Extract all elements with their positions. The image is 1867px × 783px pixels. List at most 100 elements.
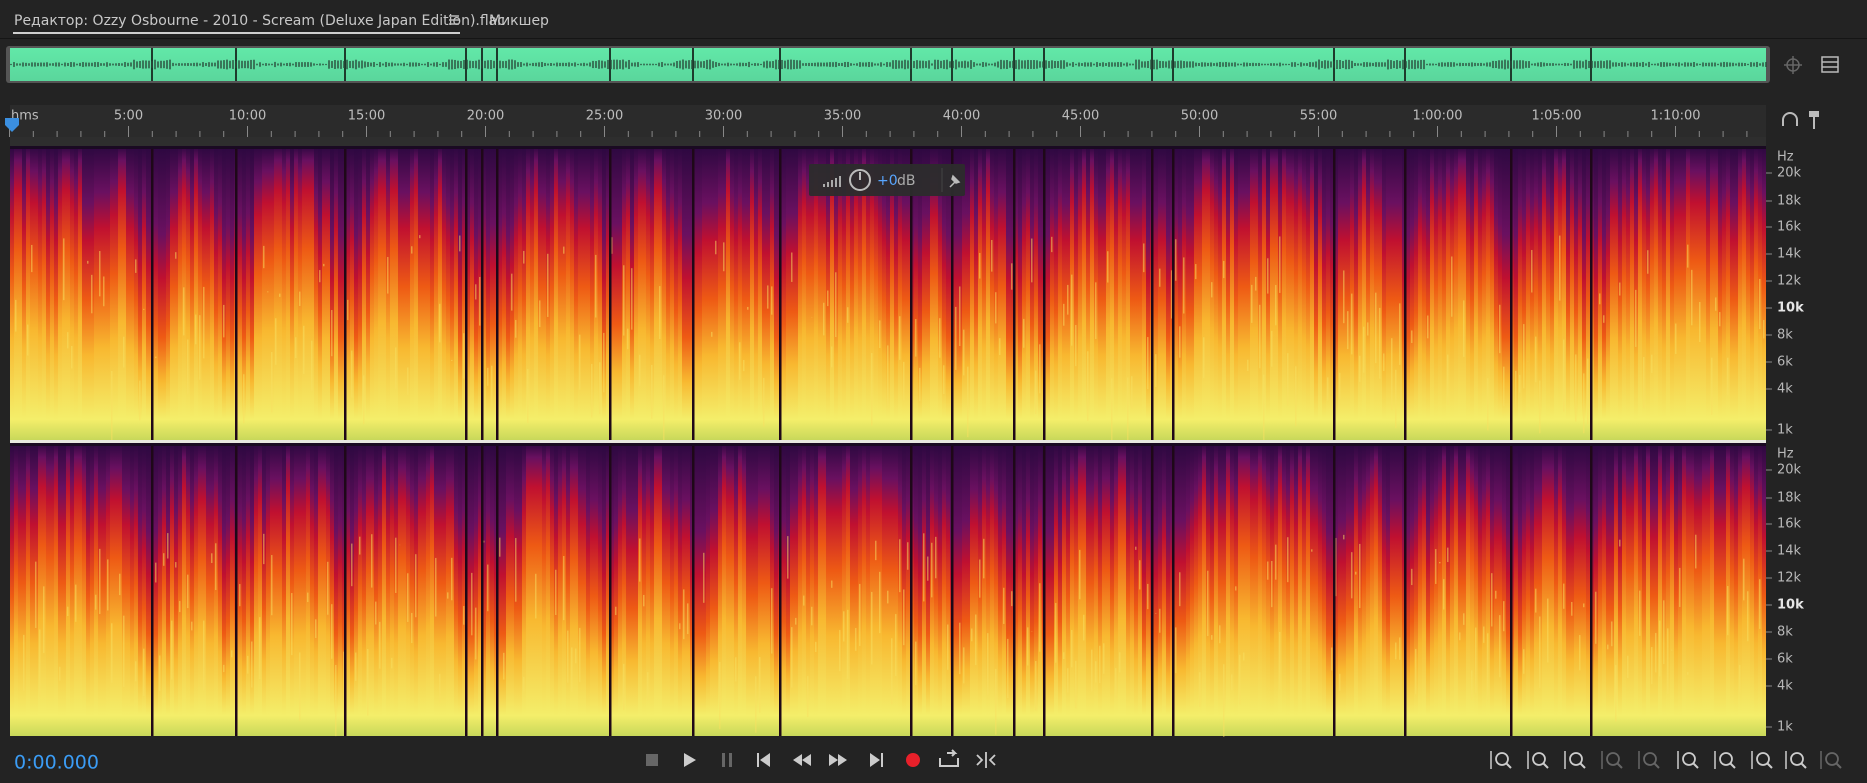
spectrogram-column <box>246 146 251 440</box>
spectrogram-streak <box>391 657 393 669</box>
spectrogram-column <box>1438 443 1443 736</box>
playhead[interactable] <box>5 118 19 132</box>
spectrogram-streak <box>747 306 749 310</box>
spectrogram-streak <box>875 540 877 561</box>
spectrogram-streak <box>1223 260 1225 279</box>
play-button[interactable] <box>684 753 696 767</box>
spectrogram-column <box>190 146 195 440</box>
spectrogram-streak <box>183 287 185 336</box>
zoom-button[interactable] <box>1677 751 1699 769</box>
spectrogram-streak <box>323 263 325 267</box>
spectrogram-streak <box>1611 621 1613 647</box>
monitor-icon[interactable] <box>1782 112 1798 126</box>
spectrogram-column <box>1086 146 1091 440</box>
spectrogram-column <box>82 146 87 440</box>
spectrogram-column <box>1134 443 1139 736</box>
spectrogram-column <box>70 146 75 440</box>
record-button[interactable] <box>906 753 920 767</box>
zoom-button[interactable] <box>1714 751 1736 769</box>
overview-wave <box>1438 62 1440 67</box>
spectrogram-column <box>958 443 963 736</box>
spectrogram-streak <box>451 359 453 361</box>
overview-wave <box>544 62 546 67</box>
overview-wave <box>1234 62 1236 67</box>
spectrogram-column <box>1130 146 1135 440</box>
spectrogram-column <box>126 443 131 736</box>
overview-wave <box>409 62 411 67</box>
spectrogram-column <box>806 443 811 736</box>
spectrogram-streak <box>1075 325 1077 367</box>
spectrogram-column <box>250 443 255 736</box>
forward-button[interactable] <box>829 754 847 766</box>
spectrogram-column <box>130 146 135 440</box>
spectrogram-column <box>990 146 995 440</box>
spectrogram-streak <box>295 337 297 359</box>
track-break <box>1013 443 1016 736</box>
zoom-button[interactable] <box>1785 751 1807 769</box>
overview-wave <box>823 62 825 67</box>
tab-menu-icon[interactable] <box>449 15 459 25</box>
loop-button[interactable] <box>939 749 959 767</box>
spectrogram[interactable] <box>10 146 1767 737</box>
hz-label: 1k <box>1777 423 1793 438</box>
spectrogram-streak <box>599 362 601 414</box>
zoom-button[interactable] <box>1751 751 1773 769</box>
previous-button[interactable] <box>757 753 770 767</box>
editor-tab[interactable]: Редактор: Ozzy Osbourne - 2010 - Scream … <box>14 13 505 29</box>
spectrogram-streak <box>1443 579 1445 610</box>
rewind-button[interactable] <box>793 754 811 766</box>
spectrogram-column <box>870 443 875 736</box>
spectrogram-column <box>566 443 571 736</box>
spectrogram-streak <box>943 365 945 395</box>
spectrogram-streak <box>259 617 261 680</box>
overview-wave <box>838 63 840 66</box>
spectrogram-streak <box>223 664 225 673</box>
spectrogram-column <box>1326 146 1331 440</box>
overview-wave <box>856 63 858 66</box>
spectrogram-column <box>1430 146 1435 440</box>
pause-button[interactable] <box>722 753 732 767</box>
spectrogram-column <box>1286 443 1291 736</box>
spectrogram-column <box>602 146 607 440</box>
spectrogram-column <box>994 443 999 736</box>
zoom-overview-icon[interactable] <box>1784 56 1802 74</box>
spectrogram-column <box>662 443 667 736</box>
spectrogram-streak <box>1235 586 1237 591</box>
spectrogram-column <box>418 443 423 736</box>
next-button[interactable] <box>870 753 883 767</box>
timeline-ruler[interactable] <box>10 105 1766 137</box>
zoom-button[interactable] <box>1820 751 1842 769</box>
spectrogram-column <box>434 146 439 440</box>
overview-wave <box>322 63 324 66</box>
spectrogram-column <box>1570 443 1575 736</box>
spectrogram-streak <box>315 619 317 638</box>
zoom-button[interactable] <box>1564 751 1586 769</box>
overview-wave <box>1561 63 1563 66</box>
overview-wave <box>1657 63 1659 66</box>
stop-button[interactable] <box>646 754 658 766</box>
display-options-icon[interactable] <box>1821 56 1839 73</box>
overview-wave <box>331 61 333 68</box>
zoom-button[interactable] <box>1490 751 1512 769</box>
spectrogram-column <box>438 443 443 736</box>
zoom-button[interactable] <box>1638 751 1660 769</box>
gain-hud[interactable]: +0 dB <box>809 164 965 196</box>
spectrogram-streak <box>1375 292 1377 364</box>
skip-button[interactable] <box>976 752 996 768</box>
zoom-button[interactable] <box>1527 751 1549 769</box>
spectrogram-column <box>550 443 555 736</box>
mixer-tab[interactable]: Микшер <box>489 13 549 29</box>
spectrogram-column <box>898 146 903 440</box>
overview-wave <box>286 62 288 67</box>
overview-wave <box>244 60 246 69</box>
overview-wave <box>1147 60 1149 69</box>
spectrogram-streak <box>1287 537 1289 583</box>
spectrogram-streak <box>1483 626 1485 643</box>
spectrogram-column <box>1114 146 1119 440</box>
spectrogram-column <box>170 146 175 440</box>
zoom-button[interactable] <box>1601 751 1623 769</box>
spectrogram-column <box>1058 146 1063 440</box>
overview-wave <box>1726 62 1728 67</box>
marker-icon[interactable] <box>1809 111 1819 129</box>
spectrogram-streak <box>1271 330 1273 367</box>
